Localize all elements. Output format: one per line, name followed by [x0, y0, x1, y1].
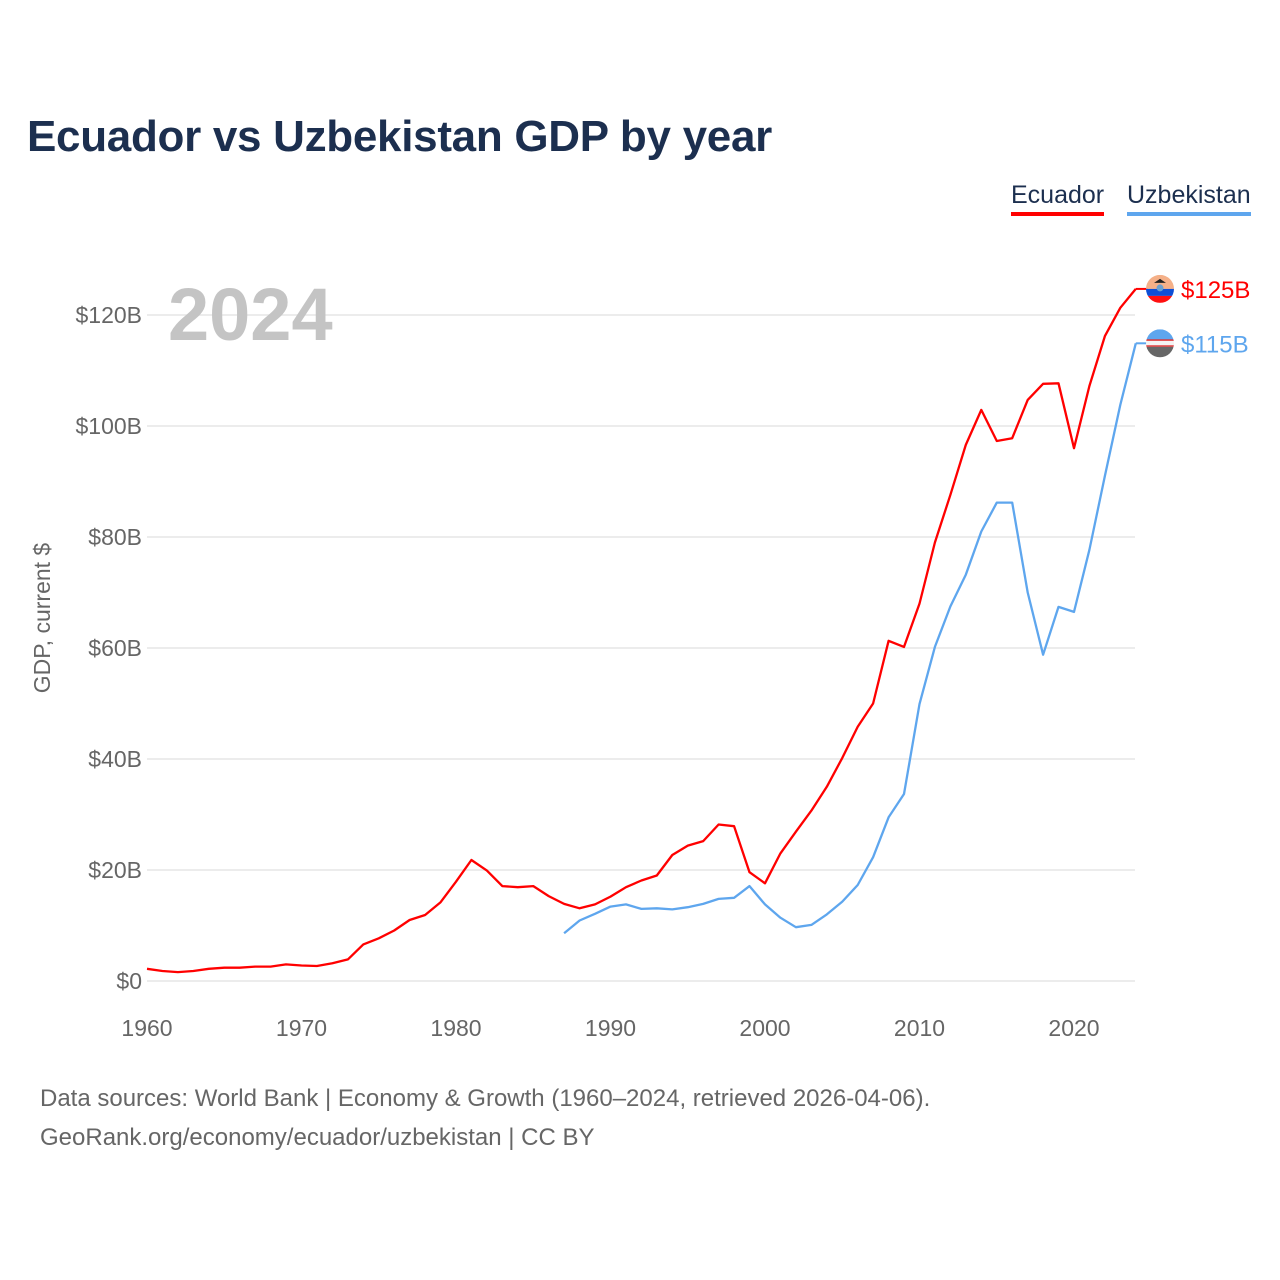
uzbekistan-flag-icon	[1146, 329, 1174, 358]
ecuador-flag-icon	[1146, 274, 1174, 303]
legend-item-ecuador[interactable]: Ecuador	[1011, 181, 1105, 216]
x-tick-label: 1990	[585, 1015, 636, 1041]
y-tick-label: $20B	[88, 857, 142, 883]
chart-title: Ecuador vs Uzbekistan GDP by year	[27, 112, 772, 161]
y-tick-label: $0	[116, 968, 142, 994]
y-tick-label: $120B	[75, 302, 142, 328]
footer-sources: Data sources: World Bank | Economy & Gro…	[40, 1085, 931, 1112]
x-tick-label: 1960	[121, 1015, 172, 1041]
footer-link[interactable]: GeoRank.org/economy/ecuador/uzbekistan |…	[40, 1124, 595, 1151]
y-tick-label: $80B	[88, 524, 142, 550]
series-line-uzbekistan[interactable]	[563, 343, 1137, 935]
y-tick-label: $60B	[88, 635, 142, 661]
end-value-label-uzbekistan: $115B	[1181, 331, 1249, 358]
x-tick-label: 2010	[894, 1015, 945, 1041]
y-tick-label: $100B	[75, 413, 142, 439]
legend-item-uzbekistan[interactable]: Uzbekistan	[1127, 181, 1251, 216]
y-axis-title: GDP, current $	[29, 543, 55, 694]
end-value-label-ecuador: $125B	[1181, 277, 1250, 304]
current-year-label: 2024	[168, 273, 333, 356]
x-tick-label: 2020	[1048, 1015, 1099, 1041]
x-tick-label: 1980	[430, 1015, 481, 1041]
y-tick-label: $40B	[88, 746, 142, 772]
series-line-ecuador[interactable]	[146, 288, 1137, 974]
x-tick-label: 2000	[739, 1015, 790, 1041]
x-tick-label: 1970	[276, 1015, 327, 1041]
